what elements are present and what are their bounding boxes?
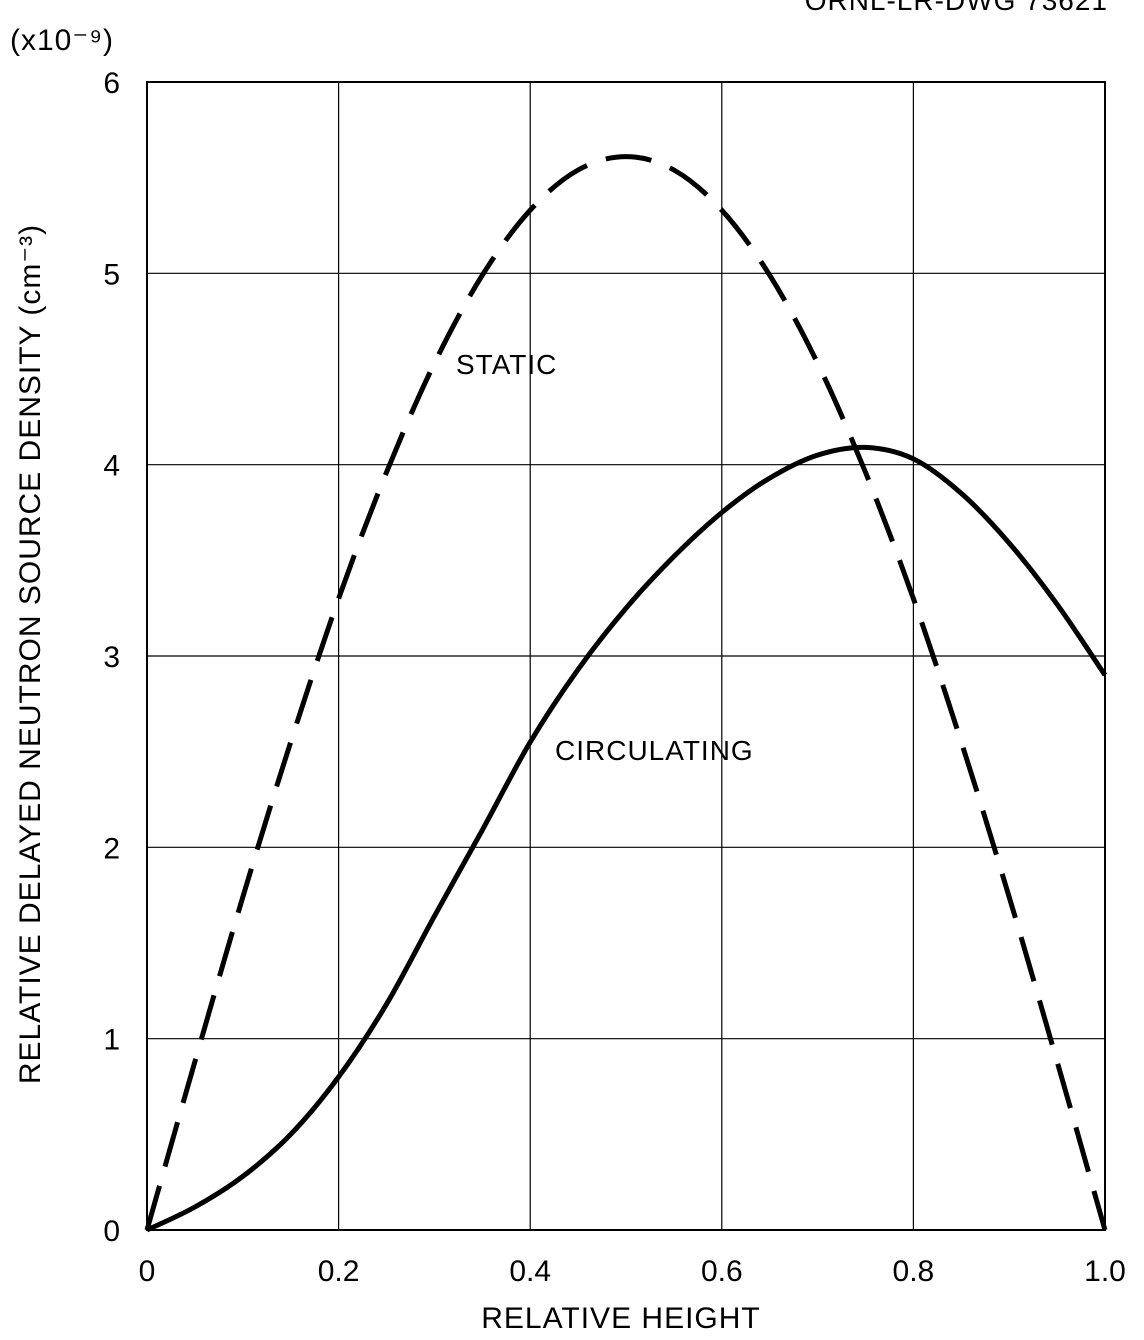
circulating-curve-label: CIRCULATING [555, 735, 754, 766]
y-tick-label-6: 6 [103, 67, 120, 100]
static-curve-label: STATIC [456, 349, 557, 380]
x-tick-label-4: 0.8 [893, 1255, 935, 1288]
plot-frame [146, 81, 1106, 1231]
series-line-static [144, 154, 1108, 1231]
y-axis-label: RELATIVE DELAYED NEUTRON SOURCE DENSITY … [14, 224, 47, 1084]
series-line-circulating [145, 444, 1108, 1233]
x-tick-label-1: 0.2 [318, 1255, 360, 1288]
y-multiplier-label: (x10⁻⁹) [10, 24, 114, 57]
y-tick-label-3: 3 [103, 641, 120, 674]
x-tick-label-5: 1.0 [1084, 1255, 1126, 1288]
document-id: ORNL-LR-DWG 73621 [805, 0, 1108, 16]
series-group [144, 154, 1108, 1233]
y-tick-label-0: 0 [103, 1215, 120, 1248]
y-tick-labels: 0 1 2 3 4 5 6 [103, 67, 120, 1248]
x-axis-label: RELATIVE HEIGHT [481, 1302, 761, 1335]
y-tick-label-4: 4 [103, 450, 120, 483]
grid [146, 81, 1106, 1231]
x-tick-label-2: 0.4 [509, 1255, 551, 1288]
y-tick-label-2: 2 [103, 832, 120, 865]
x-tick-label-0: 0 [139, 1255, 156, 1288]
y-tick-label-5: 5 [103, 258, 120, 291]
y-tick-label-1: 1 [103, 1024, 120, 1057]
x-tick-labels: 0 0.2 0.4 0.6 0.8 1.0 [139, 1255, 1126, 1288]
x-tick-label-3: 0.6 [701, 1255, 743, 1288]
